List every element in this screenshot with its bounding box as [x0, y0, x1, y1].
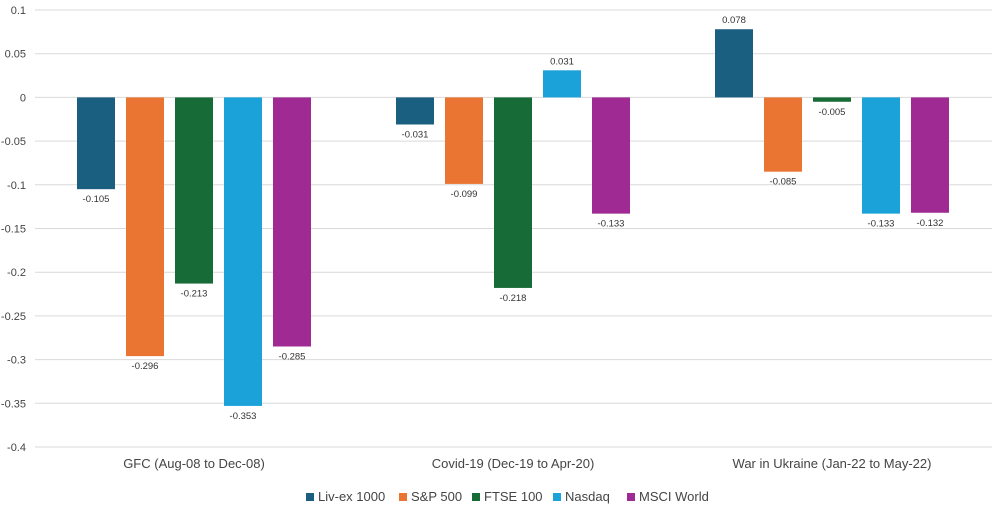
data-label: -0.031 [402, 129, 429, 140]
data-label: -0.285 [279, 351, 306, 362]
legend-swatch-nasdaq [553, 493, 561, 501]
bar-liv-ex-1000 [715, 29, 753, 98]
legend-label-msci-world: MSCI World [639, 489, 709, 504]
bar-ftse-100 [175, 97, 213, 284]
data-label: -0.353 [230, 411, 257, 422]
category-label: Covid-19 (Dec-19 to Apr-20) [432, 456, 595, 471]
y-tick-label: -0.4 [7, 442, 26, 454]
y-axis-ticks: 0.1 0.05 0 -0.05 -0.1 -0.15 -0.2 -0.25 -0.3 -0.35… [1, 5, 26, 454]
data-label: -0.296 [132, 361, 159, 372]
bar-s-p-500 [445, 97, 483, 184]
y-tick-label: -0.35 [1, 398, 26, 410]
bar-ftse-100 [813, 97, 851, 102]
data-label: 0.078 [722, 15, 746, 26]
x-axis-categories: GFC (Aug-08 to Dec-08) Covid-19 (Dec-19 t… [123, 456, 931, 471]
data-label: -0.132 [917, 218, 944, 229]
y-tick-label: -0.3 [7, 355, 26, 367]
legend: Liv-ex 1000 S&P 500 FTSE 100 Nasdaq MSCI Wor… [306, 489, 709, 504]
category-label: GFC (Aug-08 to Dec-08) [123, 456, 265, 471]
bar-msci-world [592, 97, 630, 214]
y-tick-label: -0.2 [7, 267, 26, 279]
data-label: -0.133 [868, 219, 895, 230]
data-label: -0.218 [500, 293, 527, 304]
bar-nasdaq [543, 70, 581, 98]
legend-swatch-ftse-100 [472, 493, 480, 501]
y-tick-label: 0 [20, 92, 26, 104]
y-tick-label: -0.05 [1, 136, 26, 148]
y-tick-label: -0.1 [7, 180, 26, 192]
bar-liv-ex-1000 [396, 97, 434, 125]
y-tick-label: -0.25 [1, 311, 26, 323]
data-label: -0.085 [770, 177, 797, 188]
data-label: -0.105 [83, 194, 110, 205]
bar-nasdaq [862, 97, 900, 214]
legend-swatch-liv-ex-1000 [306, 493, 314, 501]
legend-label-s-p-500: S&P 500 [411, 489, 462, 504]
data-label: -0.099 [451, 189, 478, 200]
bar-msci-world [911, 97, 949, 213]
bar-liv-ex-1000 [77, 97, 115, 190]
bars [77, 29, 949, 406]
legend-swatch-s-p-500 [399, 493, 407, 501]
legend-label-nasdaq: Nasdaq [565, 489, 610, 504]
data-label: -0.133 [598, 219, 625, 230]
legend-swatch-msci-world [627, 493, 635, 501]
y-tick-label: 0.05 [5, 49, 26, 61]
legend-label-liv-ex-1000: Liv-ex 1000 [318, 489, 385, 504]
legend-label-ftse-100: FTSE 100 [484, 489, 543, 504]
bar-s-p-500 [126, 97, 164, 357]
bar-ftse-100 [494, 97, 532, 288]
bar-nasdaq [224, 97, 262, 406]
bar-msci-world [273, 97, 311, 347]
y-tick-label: -0.15 [1, 224, 26, 236]
bar-s-p-500 [764, 97, 802, 172]
category-label: War in Ukraine (Jan-22 to May-22) [733, 456, 932, 471]
data-label: -0.005 [819, 107, 846, 118]
data-labels: -0.105 -0.031 0.078 -0.296 -0.099 -0.085 -0.21… [83, 15, 944, 422]
data-label: -0.213 [181, 289, 208, 300]
data-label: 0.031 [550, 56, 574, 67]
y-tick-label: 0.1 [11, 5, 26, 17]
